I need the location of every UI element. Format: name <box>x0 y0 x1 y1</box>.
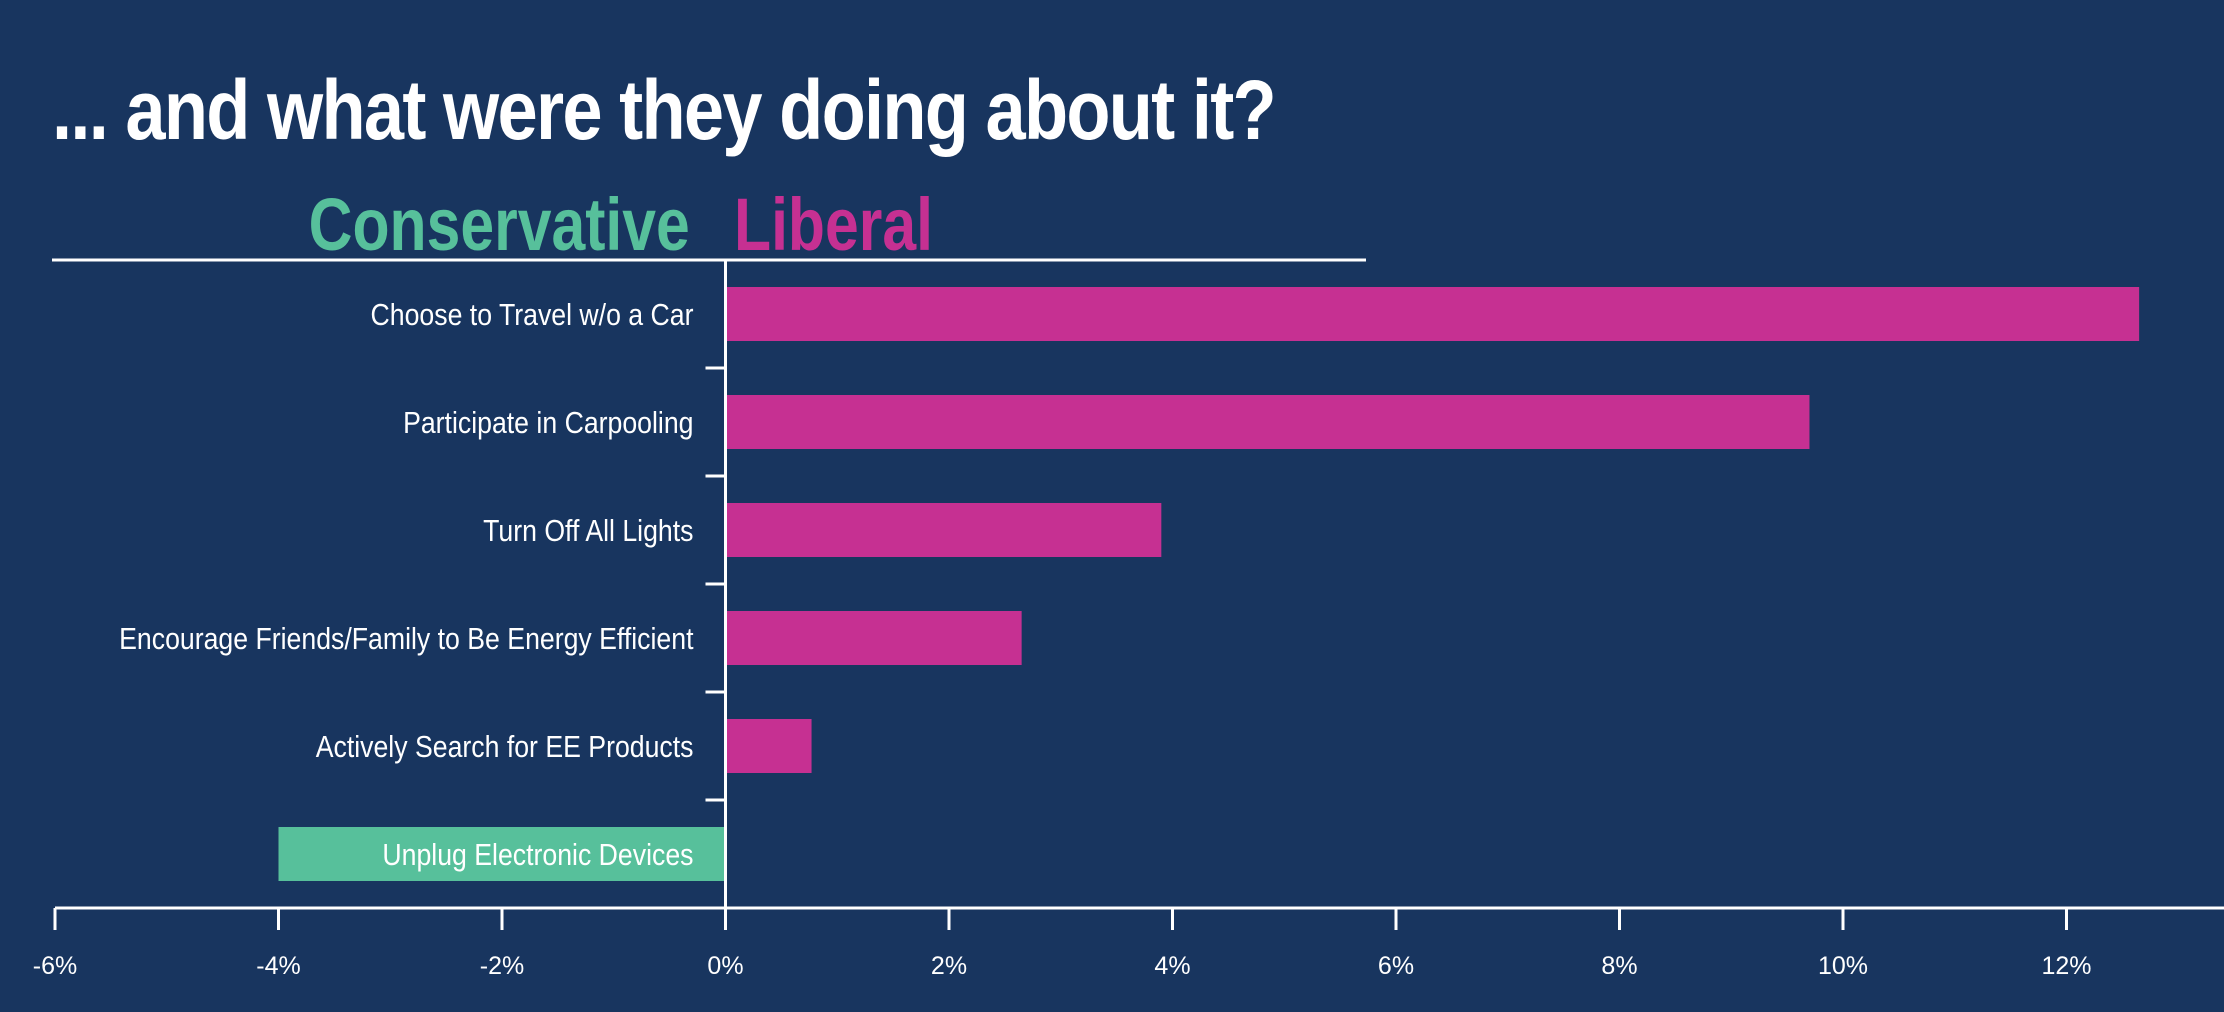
category-label: Participate in Carpooling <box>403 406 693 440</box>
x-tick-label: 4% <box>1154 952 1190 980</box>
bar-2 <box>725 503 1162 557</box>
x-tick-label: -2% <box>480 952 524 980</box>
category-label: Unplug Electronic Devices <box>382 838 693 872</box>
category-label: Turn Off All Lights <box>483 514 693 548</box>
bar-5 <box>278 827 726 881</box>
bar-4 <box>725 719 812 773</box>
x-tick-label: 8% <box>1601 952 1637 980</box>
bar-3 <box>725 611 1022 665</box>
category-label: Actively Search for EE Products <box>316 730 694 764</box>
x-tick-label: 0% <box>707 952 743 980</box>
chart-title: ... and what were they doing about it? <box>52 63 1277 157</box>
legend-liberal: Liberal <box>734 183 933 266</box>
x-tick-label: 10% <box>1818 952 1868 980</box>
x-tick-label: 2% <box>931 952 967 980</box>
x-tick-label: -6% <box>33 952 77 980</box>
x-tick-label: 6% <box>1378 952 1414 980</box>
bar-1 <box>725 395 1810 449</box>
category-label: Encourage Friends/Family to Be Energy Ef… <box>119 622 693 656</box>
x-tick-label: 12% <box>2041 952 2091 980</box>
bar-0 <box>725 287 2140 341</box>
legend-conservative: Conservative <box>308 183 690 266</box>
x-tick-label: -4% <box>256 952 300 980</box>
category-label: Choose to Travel w/o a Car <box>371 298 694 332</box>
